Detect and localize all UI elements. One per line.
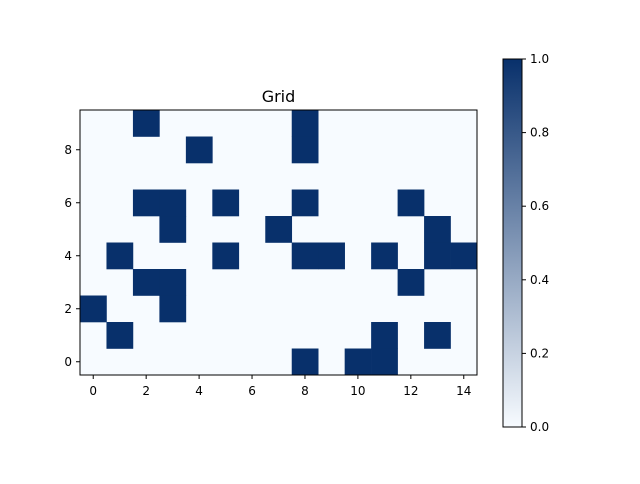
heatmap-cell bbox=[185, 136, 213, 164]
plot-frame bbox=[79, 109, 478, 376]
heatmap-cell bbox=[159, 269, 187, 296]
heatmap-cell bbox=[265, 216, 293, 243]
heatmap-cell bbox=[450, 242, 478, 270]
heatmap-cell bbox=[318, 242, 345, 270]
heatmap-cell bbox=[159, 295, 187, 323]
heatmap-cell bbox=[132, 110, 160, 137]
colorbar-tick-label: 0.4 bbox=[530, 273, 549, 287]
heatmap-cell bbox=[424, 216, 451, 243]
heatmap-cell bbox=[371, 348, 398, 376]
y-tick-label: 4 bbox=[64, 249, 72, 263]
heatmap-cell bbox=[159, 216, 187, 243]
colorbar-tick-label: 0.0 bbox=[530, 420, 549, 434]
heatmap-cell bbox=[291, 136, 319, 164]
x-tick-label: 4 bbox=[195, 384, 203, 398]
heatmap-cell bbox=[132, 189, 160, 217]
x-tick-label: 12 bbox=[403, 384, 418, 398]
colorbar-tick-label: 0.8 bbox=[530, 126, 549, 140]
colorbar-tick-label: 1.0 bbox=[530, 52, 549, 66]
heatmap-cell bbox=[291, 110, 319, 137]
heatmap-cell bbox=[344, 348, 372, 376]
heatmap-cell bbox=[424, 322, 451, 349]
heatmap-cell bbox=[371, 322, 398, 349]
x-tick-label: 0 bbox=[89, 384, 97, 398]
x-tick-label: 14 bbox=[456, 384, 471, 398]
plot-area bbox=[79, 109, 478, 376]
heatmap-cell bbox=[397, 189, 425, 217]
x-axis: 0 2 4 6 8 10 12 14 bbox=[89, 375, 471, 398]
heatmap-cell bbox=[291, 348, 319, 376]
heatmap-cell bbox=[291, 189, 319, 217]
heatmap-cell bbox=[424, 242, 451, 270]
x-tick-label: 6 bbox=[248, 384, 256, 398]
y-tick-label: 2 bbox=[64, 302, 72, 316]
colorbar: 0.0 0.2 0.4 0.6 0.8 1.0 bbox=[502, 52, 549, 434]
heatmap-cell bbox=[212, 242, 240, 270]
heatmap-cell bbox=[106, 242, 134, 270]
heatmap-cell bbox=[106, 322, 134, 349]
x-tick-label: 10 bbox=[350, 384, 365, 398]
heatmap-cell bbox=[397, 269, 425, 296]
colorbar-tick-label: 0.6 bbox=[530, 199, 549, 213]
heatmap-cell bbox=[212, 189, 240, 217]
heatmap-cell bbox=[371, 242, 398, 270]
heatmap-cell bbox=[291, 242, 319, 270]
colorbar-tick-label: 0.2 bbox=[530, 346, 549, 360]
y-axis: 0 2 4 6 8 bbox=[64, 143, 80, 369]
y-tick-label: 0 bbox=[64, 355, 72, 369]
y-tick-label: 8 bbox=[64, 143, 72, 157]
x-tick-label: 2 bbox=[142, 384, 150, 398]
heatmap-cell bbox=[159, 189, 187, 217]
chart-title: Grid bbox=[262, 87, 296, 106]
x-tick-label: 8 bbox=[301, 384, 309, 398]
y-tick-label: 6 bbox=[64, 196, 72, 210]
heatmap-cell bbox=[80, 295, 107, 323]
colorbar-gradient bbox=[502, 58, 523, 428]
heatmap-cell bbox=[132, 269, 160, 296]
